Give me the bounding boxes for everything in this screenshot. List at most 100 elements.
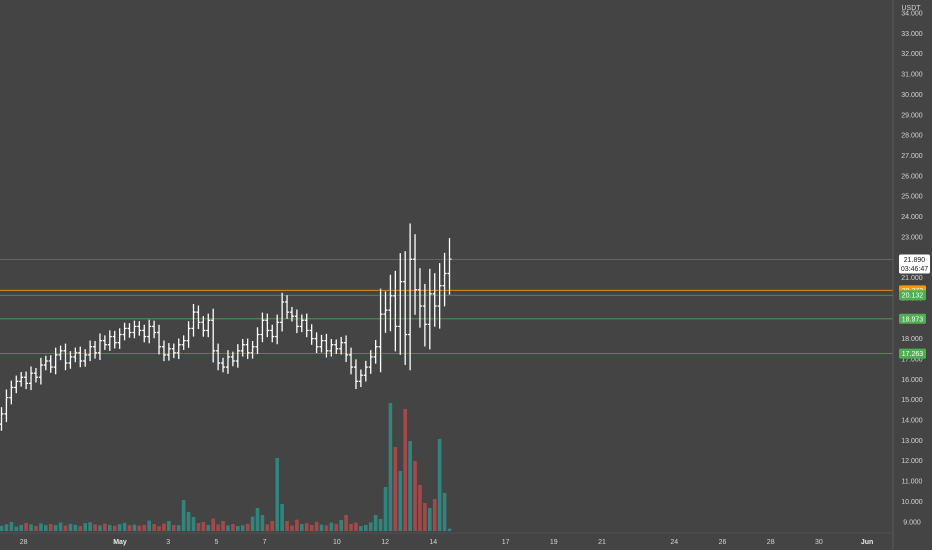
price-axis[interactable]: USDT 34.000 33.000 32.000 31.000 30.000 29.00… (892, 0, 932, 550)
volume-bar (201, 522, 206, 531)
time-tick-label: 24 (670, 539, 678, 546)
volume-bar (4, 524, 9, 531)
price-bar (83, 349, 88, 367)
volume-bar (142, 525, 147, 531)
price-bar (191, 303, 196, 337)
price-tick-label: 31.000 (901, 72, 923, 79)
price-bar (408, 223, 413, 371)
last-price-tag: 21.890 03:46:47 (899, 254, 930, 274)
volume-bar (132, 524, 137, 531)
volume-bar (29, 524, 33, 531)
volume-bar (172, 525, 176, 531)
volume-bar (285, 521, 289, 531)
price-bar (107, 330, 112, 351)
price-bar (403, 251, 408, 365)
volume-bar (162, 523, 166, 531)
volume-bar (231, 524, 235, 531)
time-tick-label: 14 (429, 539, 437, 546)
price-tick-label: 13.000 (901, 438, 923, 445)
price-bar (250, 341, 255, 359)
price-bar (393, 270, 398, 352)
price-bar (14, 375, 19, 394)
price-bar (33, 367, 38, 383)
price-bar (142, 324, 147, 343)
volume-bar (334, 523, 339, 531)
price-bar (147, 319, 152, 344)
price-bar (398, 253, 403, 355)
price-bar (378, 288, 383, 373)
volume-bar (226, 525, 230, 531)
volume-bar (122, 522, 127, 531)
price-bar (285, 295, 290, 319)
volume-bar (221, 521, 225, 531)
price-tick-label: 17.000 (901, 356, 923, 363)
price-tick-label: 18.000 (901, 336, 923, 343)
price-tick-label: 26.000 (901, 173, 923, 180)
volume-bar (437, 439, 442, 531)
volume-bar (34, 526, 38, 531)
volume-bar (211, 518, 215, 531)
price-bar (240, 338, 245, 357)
volume-bar (0, 525, 4, 531)
volume-bar (236, 526, 240, 531)
price-tick-label: 30.000 (901, 92, 923, 99)
time-tick-label: May (113, 539, 127, 546)
level-price-tag: 18.973 (899, 313, 926, 324)
price-bar (260, 312, 265, 343)
time-axis[interactable]: 2628May35710121417192124262830Jun (0, 532, 893, 546)
volume-bar (73, 524, 78, 531)
volume-bar (373, 515, 378, 531)
time-tick-label: 10 (333, 539, 341, 546)
volume-bar (63, 525, 68, 531)
volume-bar (19, 525, 23, 531)
price-bar (117, 328, 122, 349)
volume-bar (413, 461, 417, 531)
price-bar (373, 340, 378, 364)
price-bar (58, 345, 63, 361)
price-bar (171, 343, 176, 359)
price-bar (137, 321, 142, 336)
price-bar (38, 357, 43, 385)
volume-bar (388, 403, 393, 531)
price-bar (73, 347, 78, 363)
price-bar (358, 369, 363, 388)
price-bar (388, 274, 393, 332)
price-bar (245, 338, 250, 360)
volume-bar (83, 523, 87, 531)
price-bar (442, 252, 447, 307)
price-bar (0, 407, 4, 431)
price-bar (417, 268, 422, 328)
price-bar (97, 333, 102, 361)
volume-bar (428, 508, 432, 531)
price-tick-label: 34.000 (901, 11, 923, 18)
volume-bar (408, 441, 412, 531)
volume-bar (78, 526, 83, 531)
price-bar (368, 350, 373, 374)
price-bar (265, 313, 270, 338)
price-bar (53, 347, 58, 375)
volume-bar (447, 528, 452, 531)
volume-bar (324, 525, 329, 531)
price-bar (353, 359, 358, 390)
volume-bar (9, 522, 14, 531)
price-tick-label: 29.000 (901, 112, 923, 119)
volume-bar (319, 524, 324, 531)
price-tick-label: 15.000 (901, 397, 923, 404)
time-tick-label: 3 (166, 539, 170, 546)
price-bar (437, 263, 442, 329)
volume-bar (260, 515, 265, 531)
volume-bars (0, 403, 452, 531)
time-tick-label: 19 (550, 539, 558, 546)
price-bar (48, 355, 53, 373)
price-bar (349, 347, 354, 375)
price-bar (339, 336, 344, 355)
price-bar (186, 321, 191, 348)
volume-bar (186, 512, 191, 531)
price-bar (78, 346, 83, 368)
price-tick-label: 12.000 (901, 458, 923, 465)
price-bar (29, 366, 34, 391)
time-tick-label: 28 (20, 539, 28, 546)
volume-bar (265, 524, 270, 531)
volume-bar (181, 500, 186, 531)
